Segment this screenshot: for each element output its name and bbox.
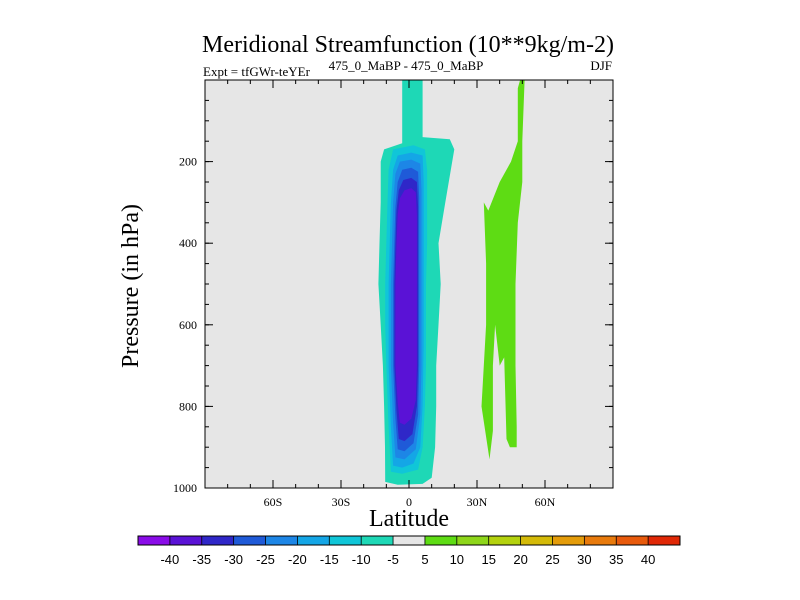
colorbar-label: 20	[513, 552, 527, 567]
colorbar-swatch	[456, 536, 489, 545]
x-tick-label: 60S	[264, 495, 283, 509]
colorbar-label: -40	[160, 552, 179, 567]
colorbar-swatch	[361, 536, 394, 545]
colorbar-label: -5	[387, 552, 399, 567]
x-axis-title: Latitude	[369, 506, 449, 532]
colorbar-label: 35	[609, 552, 623, 567]
colorbar: -40 -35 -30 -25 -20 -15 -10 -5 5 10 15 20 25 30 35 40	[137, 535, 681, 567]
chart-title: Meridional Streamfunction (10**9kg/m-2)	[202, 32, 614, 58]
colorbar-swatch	[424, 536, 458, 545]
colorbar-label: 30	[577, 552, 591, 567]
colorbar-swatch	[552, 536, 585, 545]
contour-regions	[378, 80, 525, 485]
colorbar-label: -30	[224, 552, 243, 567]
subtitle-left: Expt = tfGWr-teYEr	[203, 64, 311, 79]
colorbar-label: 10	[450, 552, 464, 567]
negative-cell-35	[395, 188, 417, 425]
plot-area: 60S 30S 0 30N 60N 200 400 600 800 1000	[173, 79, 614, 509]
y-tick-label: 600	[179, 318, 197, 332]
colorbar-swatch	[265, 536, 298, 545]
colorbar-swatch	[329, 536, 362, 545]
colorbar-label: 40	[641, 552, 655, 567]
colorbar-frame	[137, 535, 681, 546]
x-tick-label: 30S	[332, 495, 351, 509]
colorbar-label: -25	[256, 552, 275, 567]
y-tick-label: 200	[179, 155, 197, 169]
colorbar-swatch	[201, 536, 234, 545]
colorbar-swatch	[584, 536, 617, 545]
colorbar-label: -10	[352, 552, 371, 567]
colorbar-swatch	[488, 536, 521, 545]
colorbar-swatch	[393, 536, 426, 545]
colorbar-label: -20	[288, 552, 307, 567]
x-tick-label: 60N	[535, 495, 556, 509]
subtitle-right: DJF	[590, 58, 612, 73]
positive-cell-right	[481, 80, 525, 460]
y-tick-label: 400	[179, 236, 197, 250]
colorbar-swatch	[520, 536, 553, 545]
y-axis-title: Pressure (in hPa)	[118, 204, 144, 368]
x-tick-label: 30N	[467, 495, 488, 509]
colorbar-label: -35	[192, 552, 211, 567]
colorbar-label: -15	[320, 552, 339, 567]
y-tick-label: 1000	[173, 481, 197, 495]
colorbar-swatch	[138, 536, 171, 545]
colorbar-swatch	[169, 536, 203, 545]
x-tick-label: 0	[406, 495, 412, 509]
colorbar-label: 5	[421, 552, 428, 567]
colorbar-swatch	[648, 536, 681, 545]
colorbar-swatch	[616, 536, 649, 545]
colorbar-swatch	[233, 536, 266, 545]
colorbar-swatch	[297, 536, 330, 545]
colorbar-label: 15	[481, 552, 495, 567]
axis-ticks: 60S 30S 0 30N 60N 200 400 600 800 1000	[173, 79, 614, 509]
y-tick-label: 800	[179, 399, 197, 413]
subtitle-center: 475_0_MaBP - 475_0_MaBP	[329, 58, 484, 73]
colorbar-label: 25	[545, 552, 559, 567]
